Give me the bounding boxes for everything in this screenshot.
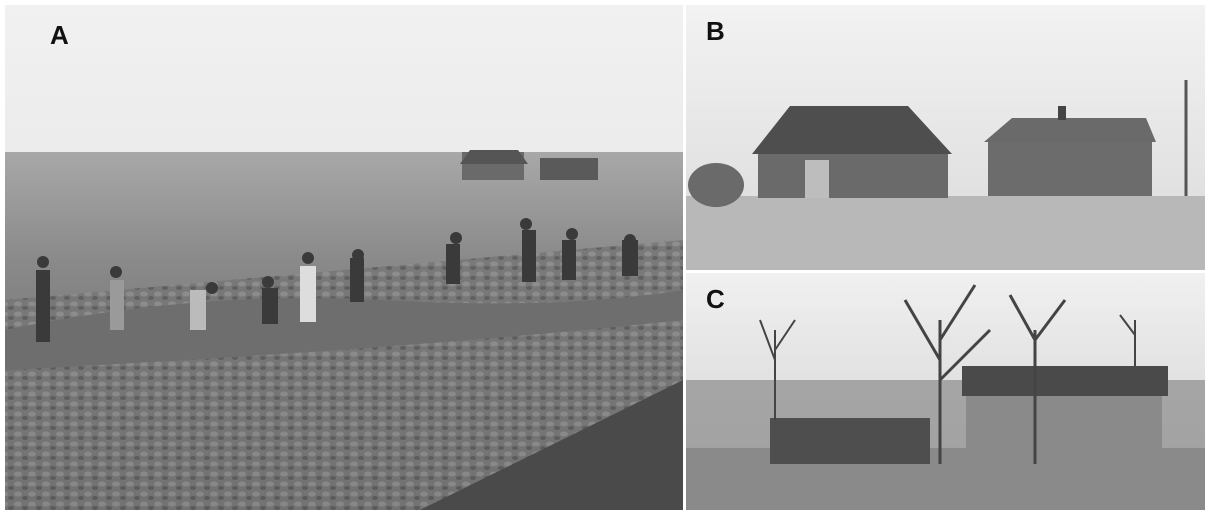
barn: [770, 418, 930, 464]
barn-roof: [460, 150, 528, 164]
panel-b: B: [686, 5, 1205, 270]
panel-a: A: [5, 5, 683, 510]
barn: [966, 394, 1162, 464]
haystack: [688, 163, 744, 207]
panel-label: B: [706, 16, 725, 46]
barn-roof: [984, 118, 1156, 142]
door: [805, 160, 829, 198]
panel-c: C: [686, 273, 1205, 510]
panel-label: A: [50, 20, 69, 50]
field: [686, 196, 1205, 270]
figure: A B C: [0, 0, 1208, 513]
panel-label: C: [706, 284, 725, 314]
barn: [540, 158, 598, 180]
chimney: [1058, 106, 1066, 120]
barn: [758, 152, 948, 198]
barn-roof: [962, 366, 1168, 396]
barn: [988, 140, 1152, 196]
